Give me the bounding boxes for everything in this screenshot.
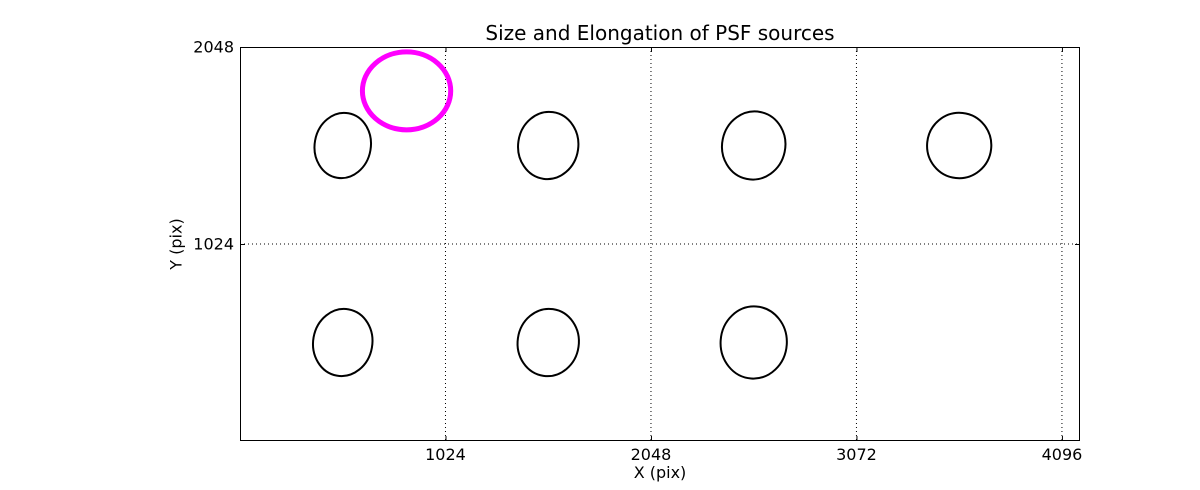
axes-spines (240, 47, 1080, 441)
psf-ellipse (517, 110, 580, 181)
psf-ellipse (313, 111, 372, 180)
x-tick-label: 2048 (630, 445, 672, 464)
x-axis-label: X (pix) (633, 463, 687, 482)
y-tick-label: 2048 (193, 37, 234, 57)
highlight-psf-ellipse (359, 49, 454, 133)
plot-area (240, 47, 1080, 441)
psf-ellipse (719, 305, 788, 380)
psf-ellipse (312, 307, 374, 378)
chart-svg (240, 47, 1080, 441)
x-tick-label: 4096 (1041, 445, 1083, 464)
x-tick-label: 1024 (425, 445, 466, 464)
psf-ellipse (516, 307, 580, 378)
psf-ellipse (720, 110, 787, 181)
chart-title: Size and Elongation of PSF sources (485, 21, 835, 45)
x-tick-label: 3072 (836, 445, 877, 464)
y-tick-label: 1024 (193, 234, 234, 254)
psf-ellipse (926, 111, 993, 180)
